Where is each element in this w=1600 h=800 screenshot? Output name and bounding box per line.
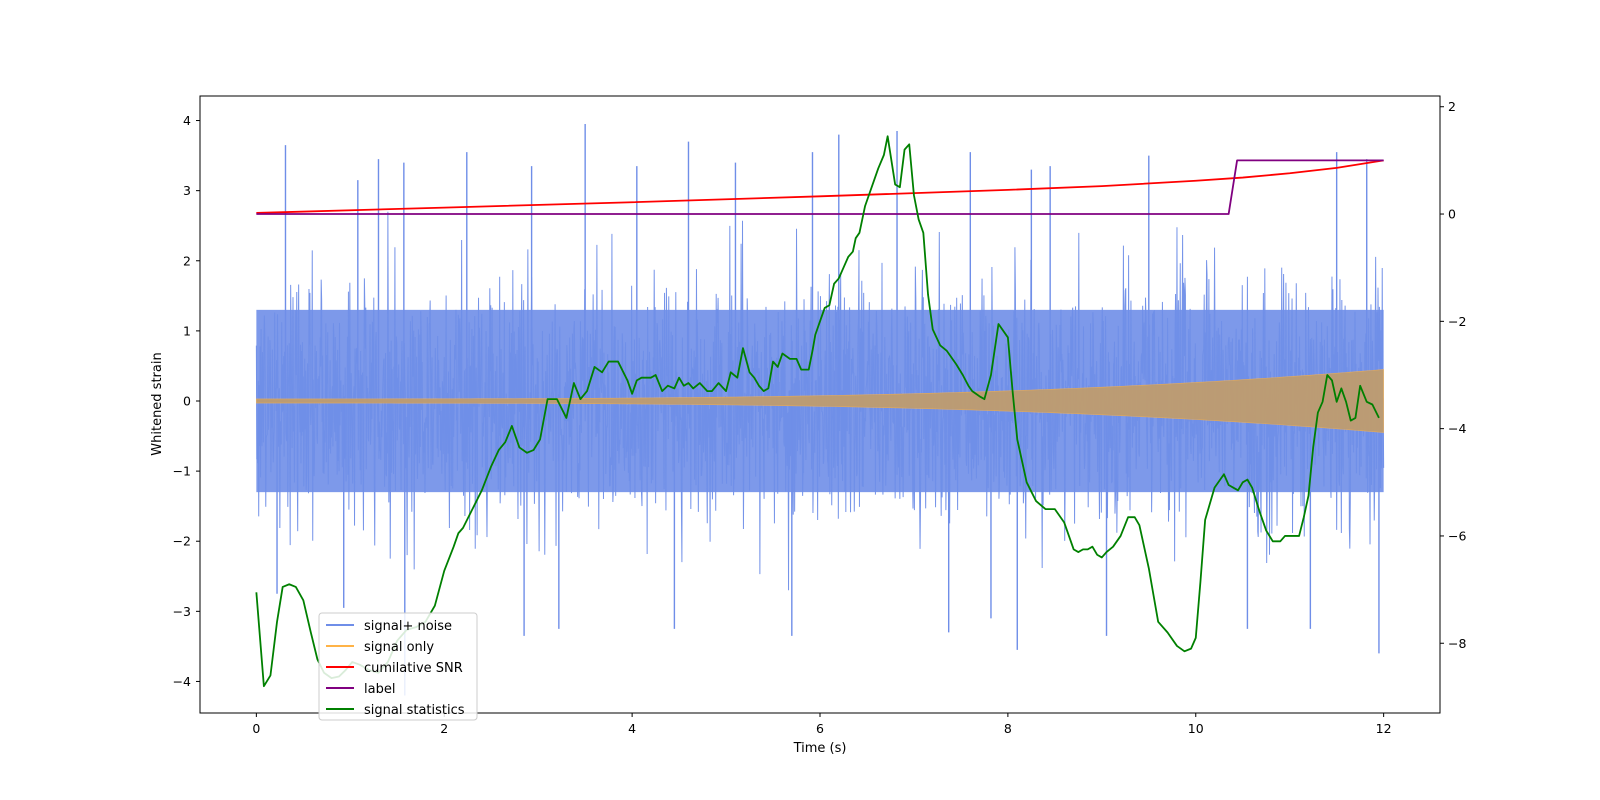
legend: signal+ noise signal only cumilative SNR… (318, 612, 478, 721)
y-tick-label: 0 (183, 393, 191, 408)
y2-tick-label: −2 (1448, 314, 1466, 329)
y2-tick-label: 0 (1448, 207, 1456, 222)
x-tick-label: 0 (252, 721, 260, 736)
cumulative-snr-line (256, 159, 1384, 214)
y-tick-label: 2 (183, 253, 191, 268)
y-axis-left: −4 −3 −2 −1 0 1 2 3 4 (173, 113, 200, 689)
legend-label-signal-statistics: signal statistics (364, 703, 465, 718)
y2-tick-label: 2 (1448, 99, 1456, 114)
y-tick-label: −2 (173, 534, 191, 549)
line-series-group (255, 135, 1384, 688)
y-tick-label: 3 (183, 183, 191, 198)
y2-tick-label: −4 (1448, 421, 1466, 436)
x-tick-label: 12 (1376, 721, 1392, 736)
y-tick-label: 1 (183, 323, 191, 338)
y2-tick-label: −6 (1448, 528, 1466, 543)
label-line (256, 159, 1384, 215)
y2-tick-label: −8 (1448, 636, 1466, 651)
legend-label-label: label (364, 682, 395, 697)
x-tick-label: 10 (1188, 721, 1204, 736)
signal-only-series (256, 369, 1384, 433)
y-tick-label: 4 (183, 113, 191, 128)
signal-statistics-line (255, 135, 1380, 688)
x-tick-label: 6 (816, 721, 824, 736)
legend-label-signal-noise: signal+ noise (364, 619, 452, 634)
x-tick-label: 4 (628, 721, 636, 736)
y-axis-right: −8 −6 −4 −2 0 2 (1440, 99, 1466, 651)
y-tick-label: −3 (173, 604, 191, 619)
y-tick-label: −1 (173, 464, 191, 479)
x-tick-label: 2 (440, 721, 448, 736)
signal-only-envelope (256, 369, 1384, 433)
legend-label-signal-only: signal only (364, 640, 434, 655)
y-axis-label: Whitened strain (150, 352, 165, 455)
legend-label-cumulative-snr: cumilative SNR (364, 661, 463, 676)
x-axis: 0 2 4 6 8 10 12 (252, 713, 1392, 736)
x-axis-label: Time (s) (793, 741, 847, 756)
legend-box (318, 612, 478, 721)
plot-area (255, 124, 1385, 696)
y-tick-label: −4 (173, 674, 191, 689)
x-tick-label: 8 (1004, 721, 1012, 736)
